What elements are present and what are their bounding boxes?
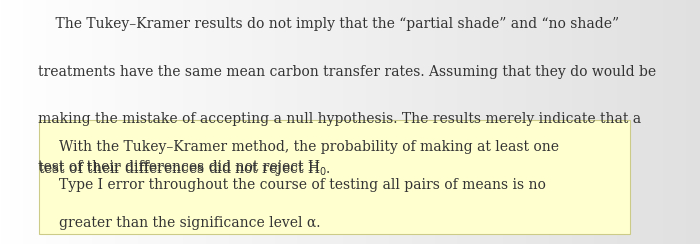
- Text: treatments have the same mean carbon transfer rates. Assuming that they do would: treatments have the same mean carbon tra…: [38, 65, 657, 79]
- Text: The Tukey–Kramer results do not imply that the “partial shade” and “no shade”: The Tukey–Kramer results do not imply th…: [38, 17, 620, 31]
- Text: Type I error throughout the course of testing all pairs of means is no: Type I error throughout the course of te…: [60, 178, 547, 192]
- Text: With the Tukey–Kramer method, the probability of making at least one: With the Tukey–Kramer method, the probab…: [60, 140, 559, 154]
- Text: test of their differences did not reject H: test of their differences did not reject…: [38, 160, 321, 174]
- Text: greater than the significance level α.: greater than the significance level α.: [60, 216, 321, 230]
- Text: making the mistake of accepting a null hypothesis. The results merely indicate t: making the mistake of accepting a null h…: [38, 112, 642, 126]
- Text: test of their differences did not reject H$_0$.: test of their differences did not reject…: [38, 160, 331, 178]
- FancyBboxPatch shape: [38, 120, 630, 234]
